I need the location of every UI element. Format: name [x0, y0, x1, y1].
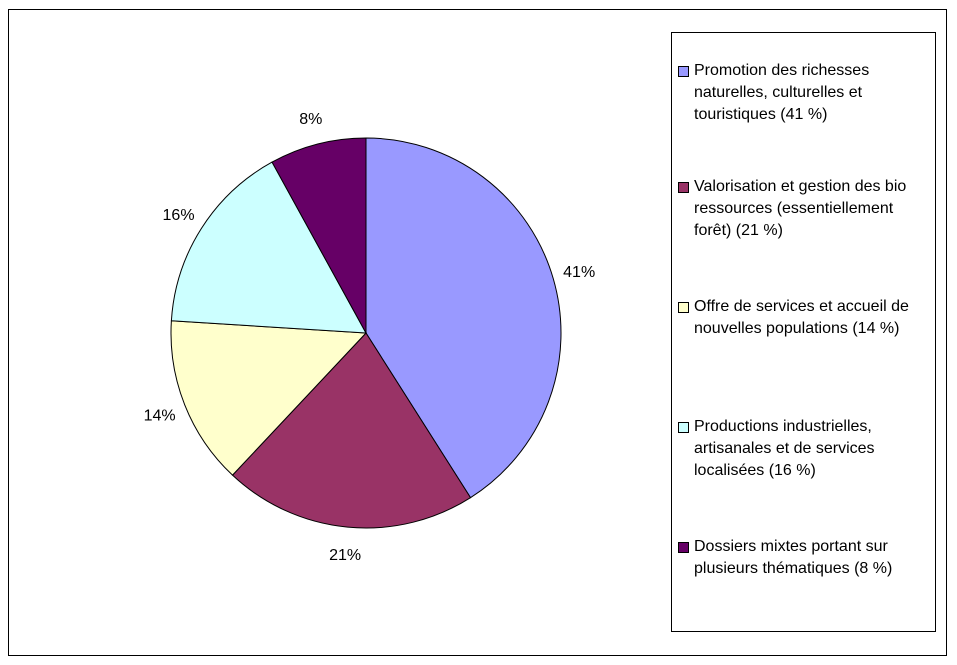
data-label: 16% — [163, 207, 195, 224]
legend-label-line: Dossiers mixtes portant sur — [694, 538, 888, 555]
legend-label-line: nouvelles populations (14 %) — [694, 320, 900, 337]
legend-swatch — [678, 66, 689, 77]
data-label: 14% — [144, 408, 176, 425]
legend-label-line: forêt) (21 %) — [694, 222, 783, 239]
legend: Promotion des richesses naturelles, cultu… — [671, 32, 936, 632]
legend-label-line: touristiques (41 %) — [694, 106, 828, 123]
legend-label-line: plusieurs thématiques (8 %) — [694, 560, 893, 577]
chart-frame — [8, 9, 947, 656]
pie-slice-1 — [231, 332, 472, 529]
legend-swatch — [678, 422, 689, 433]
legend-label-line: Productions industrielles, — [694, 418, 872, 435]
legend-label: Productions industrielles, artisanales et… — [694, 416, 875, 482]
legend-swatch — [678, 542, 689, 553]
data-label: 41% — [563, 264, 595, 281]
legend-label: Valorisation et gestion des bio ressource… — [694, 176, 906, 242]
data-label: 21% — [329, 547, 361, 564]
legend-entry: Offre de services et accueil de nouvelles… — [678, 296, 909, 340]
legend-label-line: naturelles, culturelles et — [694, 84, 863, 101]
pie-slice-4 — [271, 137, 367, 334]
legend-swatch — [678, 182, 689, 193]
legend-label-line: localisées (16 %) — [694, 462, 816, 479]
legend-label-line: ressources (essentiellement — [694, 200, 894, 217]
legend-label-line: Offre de services et accueil de — [694, 298, 909, 315]
legend-label: Dossiers mixtes portant sur plusieurs thé… — [694, 536, 892, 580]
legend-entry: Promotion des richesses naturelles, cultu… — [678, 60, 869, 126]
data-label: 8% — [299, 111, 322, 128]
pie-slice-0 — [365, 137, 562, 499]
legend-entry: Valorisation et gestion des bio ressource… — [678, 176, 906, 242]
legend-label-line: Promotion des richesses — [694, 62, 870, 79]
legend-swatch — [678, 302, 689, 313]
legend-label: Offre de services et accueil de nouvelles… — [694, 296, 909, 340]
legend-label-line: Valorisation et gestion des bio — [694, 178, 907, 195]
legend-label-line: artisanales et de services — [694, 440, 875, 457]
pie-slice-2 — [170, 320, 368, 476]
legend-entry: Dossiers mixtes portant sur plusieurs thé… — [678, 536, 892, 580]
legend-label: Promotion des richesses naturelles, cultu… — [694, 60, 869, 126]
pie-slice-3 — [170, 161, 367, 334]
legend-entry: Productions industrielles, artisanales et… — [678, 416, 875, 482]
